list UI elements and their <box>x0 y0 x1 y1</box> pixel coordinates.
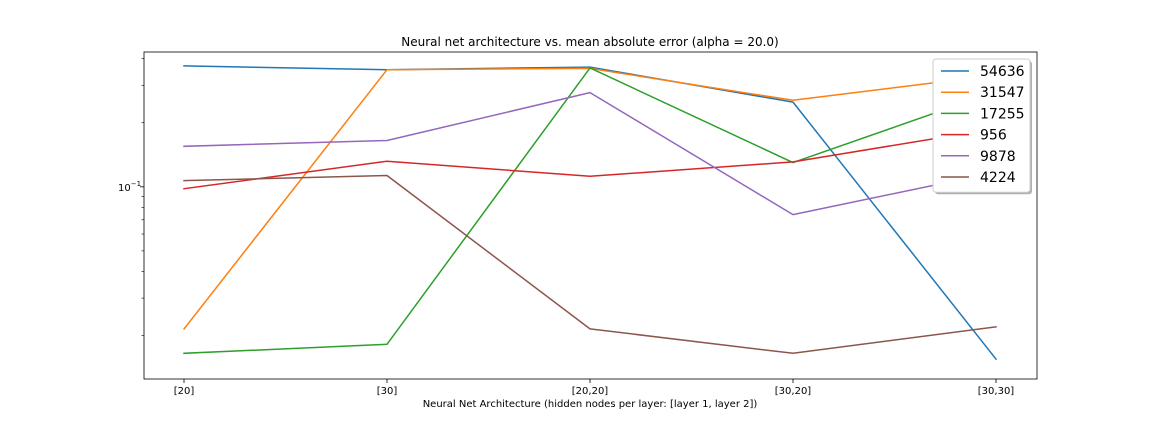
axes: [20] [30] [20,20] [30,20] [30,30] 10−1 <box>118 51 1038 397</box>
x-tick-label: [30] <box>377 386 398 397</box>
x-tick-label: [20] <box>174 386 195 397</box>
legend-label-31547: 31547 <box>980 85 1025 101</box>
legend-label-4224: 4224 <box>980 170 1016 186</box>
axes-frame <box>143 51 1038 380</box>
legend: 54636 31547 17255 956 9878 4224 <box>932 58 1032 195</box>
series-line-956 <box>183 127 997 190</box>
series-line-54636 <box>183 65 998 361</box>
x-tick-label: [30,20] <box>775 386 812 397</box>
legend-label-54636: 54636 <box>980 64 1025 80</box>
legend-label-956: 956 <box>980 128 1007 144</box>
series-line-17255 <box>183 67 997 355</box>
plot-area <box>182 65 998 361</box>
x-tick-label: [20,20] <box>572 386 609 397</box>
series-line-31547 <box>182 67 997 330</box>
legend-label-17255: 17255 <box>980 106 1025 122</box>
x-tick-label: [30,30] <box>978 386 1015 397</box>
series-line-9878 <box>183 91 997 216</box>
legend-label-9878: 9878 <box>980 149 1016 165</box>
y-tick-label: 10−1 <box>118 180 141 194</box>
chart-title: Neural net architecture vs. mean absolut… <box>401 35 778 49</box>
x-axis-label: Neural Net Architecture (hidden nodes pe… <box>423 399 758 410</box>
series-line-4224 <box>183 174 997 355</box>
